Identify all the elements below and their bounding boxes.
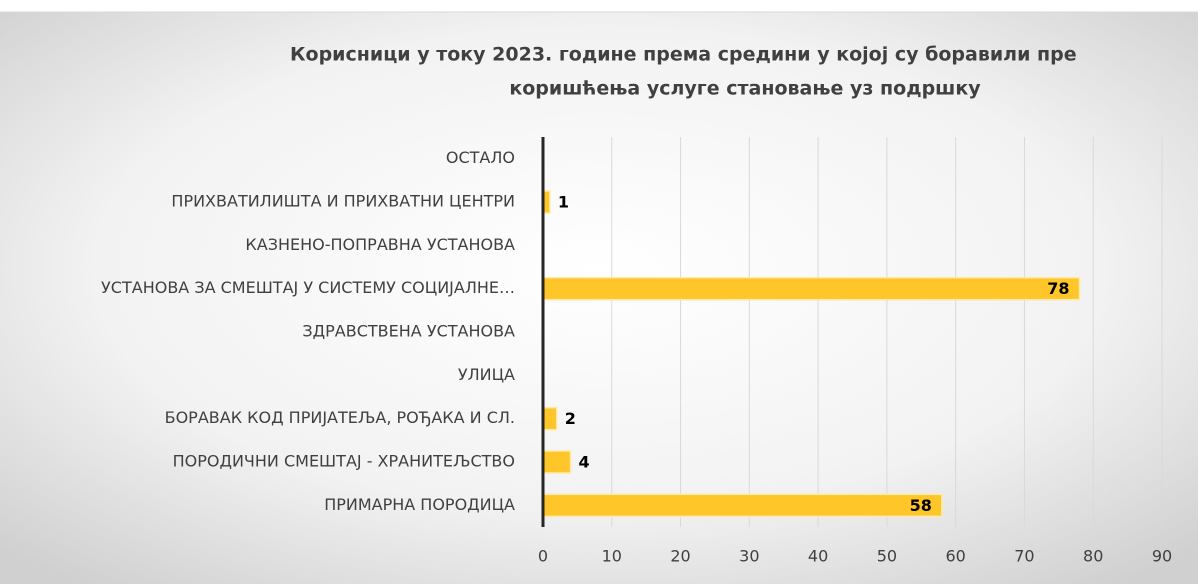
data-label: 78 xyxy=(1047,279,1069,298)
data-label: 4 xyxy=(579,453,590,472)
y-tick-label: ПРИХВАТИЛИШТА И ПРИХВАТНИ ЦЕНТРИ xyxy=(171,192,515,211)
x-tick-label: 50 xyxy=(877,547,897,566)
y-tick-label: ЗДРАВСТВЕНА УСТАНОВА xyxy=(302,322,515,341)
chart-title: коришћења услуге становање уз подршку xyxy=(509,78,981,100)
x-tick-label: 60 xyxy=(945,547,965,566)
bar xyxy=(542,276,1081,301)
x-tick-label: 80 xyxy=(1083,547,1103,566)
y-tick-label: УЛИЦА xyxy=(458,365,515,384)
bar xyxy=(542,450,572,474)
data-label: 58 xyxy=(910,496,932,515)
x-tick-label: 20 xyxy=(670,547,690,566)
y-tick-label: ПОРОДИЧНИ СМЕШТАЈ - ХРАНИТЕЉСТВО xyxy=(173,452,515,471)
x-tick-label: 30 xyxy=(739,547,759,566)
x-tick-label: 70 xyxy=(1014,547,1034,566)
bar xyxy=(542,406,558,431)
bar xyxy=(542,493,943,518)
chart-title: Корисници у току 2023. године према сред… xyxy=(290,44,1077,66)
y-tick-label: УСТАНОВА ЗА СМЕШТАЈ У СИСТЕМУ СОЦИЈАЛНЕ… xyxy=(101,278,515,297)
y-tick-label: КАЗНЕНО-ПОПРАВНА УСТАНОВА xyxy=(245,235,515,254)
data-label: 1 xyxy=(558,193,569,212)
y-tick-label: ОСТАЛО xyxy=(446,148,515,167)
y-tick-label: БОРАВАК КОД ПРИЈАТЕЉА, РОЂАКА И СЛ. xyxy=(165,408,515,427)
x-tick-label: 40 xyxy=(808,547,828,566)
data-label: 2 xyxy=(565,409,576,428)
x-tick-label: 0 xyxy=(538,547,548,566)
x-tick-label: 10 xyxy=(602,547,622,566)
y-tick-label: ПРИМАРНА ПОРОДИЦА xyxy=(324,495,515,514)
x-tick-label: 90 xyxy=(1152,547,1172,566)
